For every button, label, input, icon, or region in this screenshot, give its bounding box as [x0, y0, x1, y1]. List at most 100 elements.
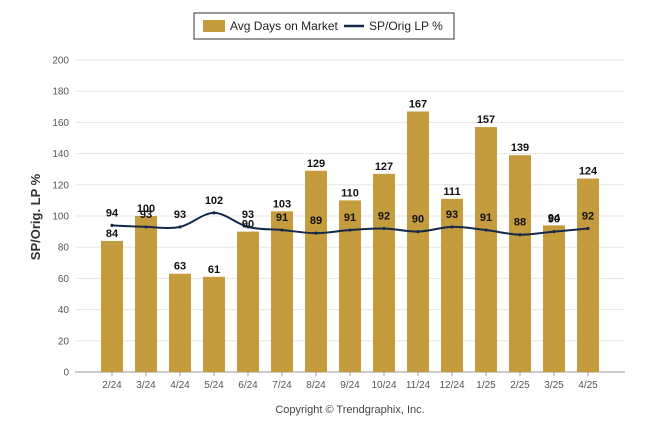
line-value-label: 93 — [174, 209, 186, 221]
bar-value-label: 127 — [375, 161, 393, 173]
line-value-label: 91 — [480, 212, 492, 224]
line-value-label: 94 — [106, 207, 119, 219]
bar — [373, 173, 395, 372]
bar-value-label: 94 — [548, 212, 561, 224]
y-tick-label: 100 — [52, 212, 69, 223]
y-tick-label: 20 — [58, 336, 70, 347]
line-value-label: 90 — [412, 214, 424, 226]
legend-line-label: SP/Orig LP % — [369, 19, 443, 33]
bar — [407, 111, 429, 372]
bar — [237, 231, 259, 372]
line-value-label: 93 — [140, 209, 152, 221]
line-value-label: 91 — [344, 212, 356, 224]
x-tick-label: 8/24 — [306, 380, 326, 391]
bar — [169, 273, 191, 372]
line-point — [110, 223, 114, 227]
bar — [135, 216, 157, 372]
bar-value-label: 84 — [106, 228, 119, 240]
line-point — [178, 225, 182, 229]
x-tick-label: 4/25 — [578, 380, 598, 391]
legend-bar-label: Avg Days on Market — [230, 19, 338, 33]
bar — [339, 200, 361, 372]
x-axis-ticks: 2/24 3/24 4/24 5/24 6/24 7/24 8/24 9/24 10/24 11/… — [102, 372, 598, 391]
line-point — [552, 230, 556, 234]
y-tick-label: 60 — [58, 274, 70, 285]
bar-value-label: 139 — [511, 142, 529, 154]
x-tick-label: 4/24 — [170, 380, 190, 391]
line-point — [246, 225, 250, 229]
x-tick-label: 3/25 — [544, 380, 564, 391]
x-tick-label: 3/24 — [136, 380, 156, 391]
line-value-label: 93 — [242, 209, 254, 221]
line-point — [586, 226, 590, 231]
line-value-label: 90 — [548, 214, 560, 226]
bar-value-label: 63 — [174, 261, 186, 273]
line-point — [450, 225, 454, 229]
bar-value-label: 167 — [409, 98, 427, 110]
bar-value-label: 111 — [443, 186, 460, 198]
x-tick-label: 6/24 — [238, 380, 258, 391]
bar — [475, 127, 497, 372]
y-tick-label: 120 — [52, 180, 69, 191]
line-point — [348, 228, 352, 232]
x-tick-label: 9/24 — [340, 380, 360, 391]
line-value-label: 88 — [514, 217, 526, 229]
line-value-label: 102 — [205, 195, 223, 207]
line-point — [518, 233, 522, 237]
y-tick-label: 80 — [58, 243, 70, 254]
line-point — [144, 225, 148, 229]
bar-value-label: 103 — [273, 198, 291, 210]
line-point — [314, 231, 318, 235]
line-value-label: 92 — [378, 210, 390, 222]
bar — [101, 240, 123, 372]
legend-box — [193, 12, 455, 40]
x-tick-label: 11/24 — [406, 380, 431, 391]
bar — [441, 198, 463, 372]
line-point — [382, 226, 386, 231]
bar — [203, 276, 225, 372]
copyright-text: Copyright © Trendgraphix, Inc. — [275, 404, 424, 416]
line-point — [280, 228, 284, 232]
y-axis-ticks: 0 20 40 60 80 100 120 140 160 180 200 — [52, 56, 69, 379]
line-value-label: 91 — [276, 212, 288, 224]
legend: Avg Days on Market SP/Orig LP % — [193, 12, 455, 40]
line-value-label: 89 — [310, 215, 322, 227]
line-point — [416, 230, 420, 234]
bars — [101, 111, 599, 372]
y-tick-label: 160 — [52, 118, 69, 129]
bar-value-label: 110 — [341, 187, 359, 199]
y-tick-label: 180 — [52, 87, 69, 98]
x-tick-label: 5/24 — [204, 380, 224, 391]
y-tick-label: 140 — [52, 149, 69, 160]
bar-value-label: 61 — [208, 264, 220, 276]
line-series — [110, 211, 590, 237]
bar-value-label: 100 — [137, 203, 155, 215]
y-tick-label: 200 — [52, 56, 69, 67]
line-value-label: 92 — [582, 210, 594, 222]
line-point — [484, 228, 488, 232]
bar — [577, 178, 599, 372]
x-tick-label: 2/25 — [510, 380, 530, 391]
bar-value-label: 157 — [477, 114, 495, 126]
bar — [543, 225, 565, 372]
x-tick-label: 12/24 — [439, 380, 464, 391]
x-tick-label: 1/25 — [476, 380, 496, 391]
y-tick-label: 40 — [58, 305, 70, 316]
y-axis-label: SP/Orig. LP % — [28, 173, 43, 260]
bar-value-label: 124 — [579, 166, 598, 178]
x-tick-label: 7/24 — [272, 380, 292, 391]
line-point — [212, 211, 216, 215]
bar — [305, 170, 327, 372]
legend-bar-swatch — [203, 20, 225, 32]
x-tick-label: 10/24 — [371, 380, 396, 391]
y-tick-label: 0 — [63, 368, 69, 379]
bar-data-labels: 84 100 63 61 90 103 129 110 127 167 111 157 139 94 124 — [106, 98, 598, 275]
bar-value-label: 129 — [307, 158, 325, 170]
bar-value-label: 90 — [242, 219, 254, 231]
bar — [271, 211, 293, 372]
line-value-label: 93 — [446, 209, 458, 221]
x-tick-label: 2/24 — [102, 380, 122, 391]
